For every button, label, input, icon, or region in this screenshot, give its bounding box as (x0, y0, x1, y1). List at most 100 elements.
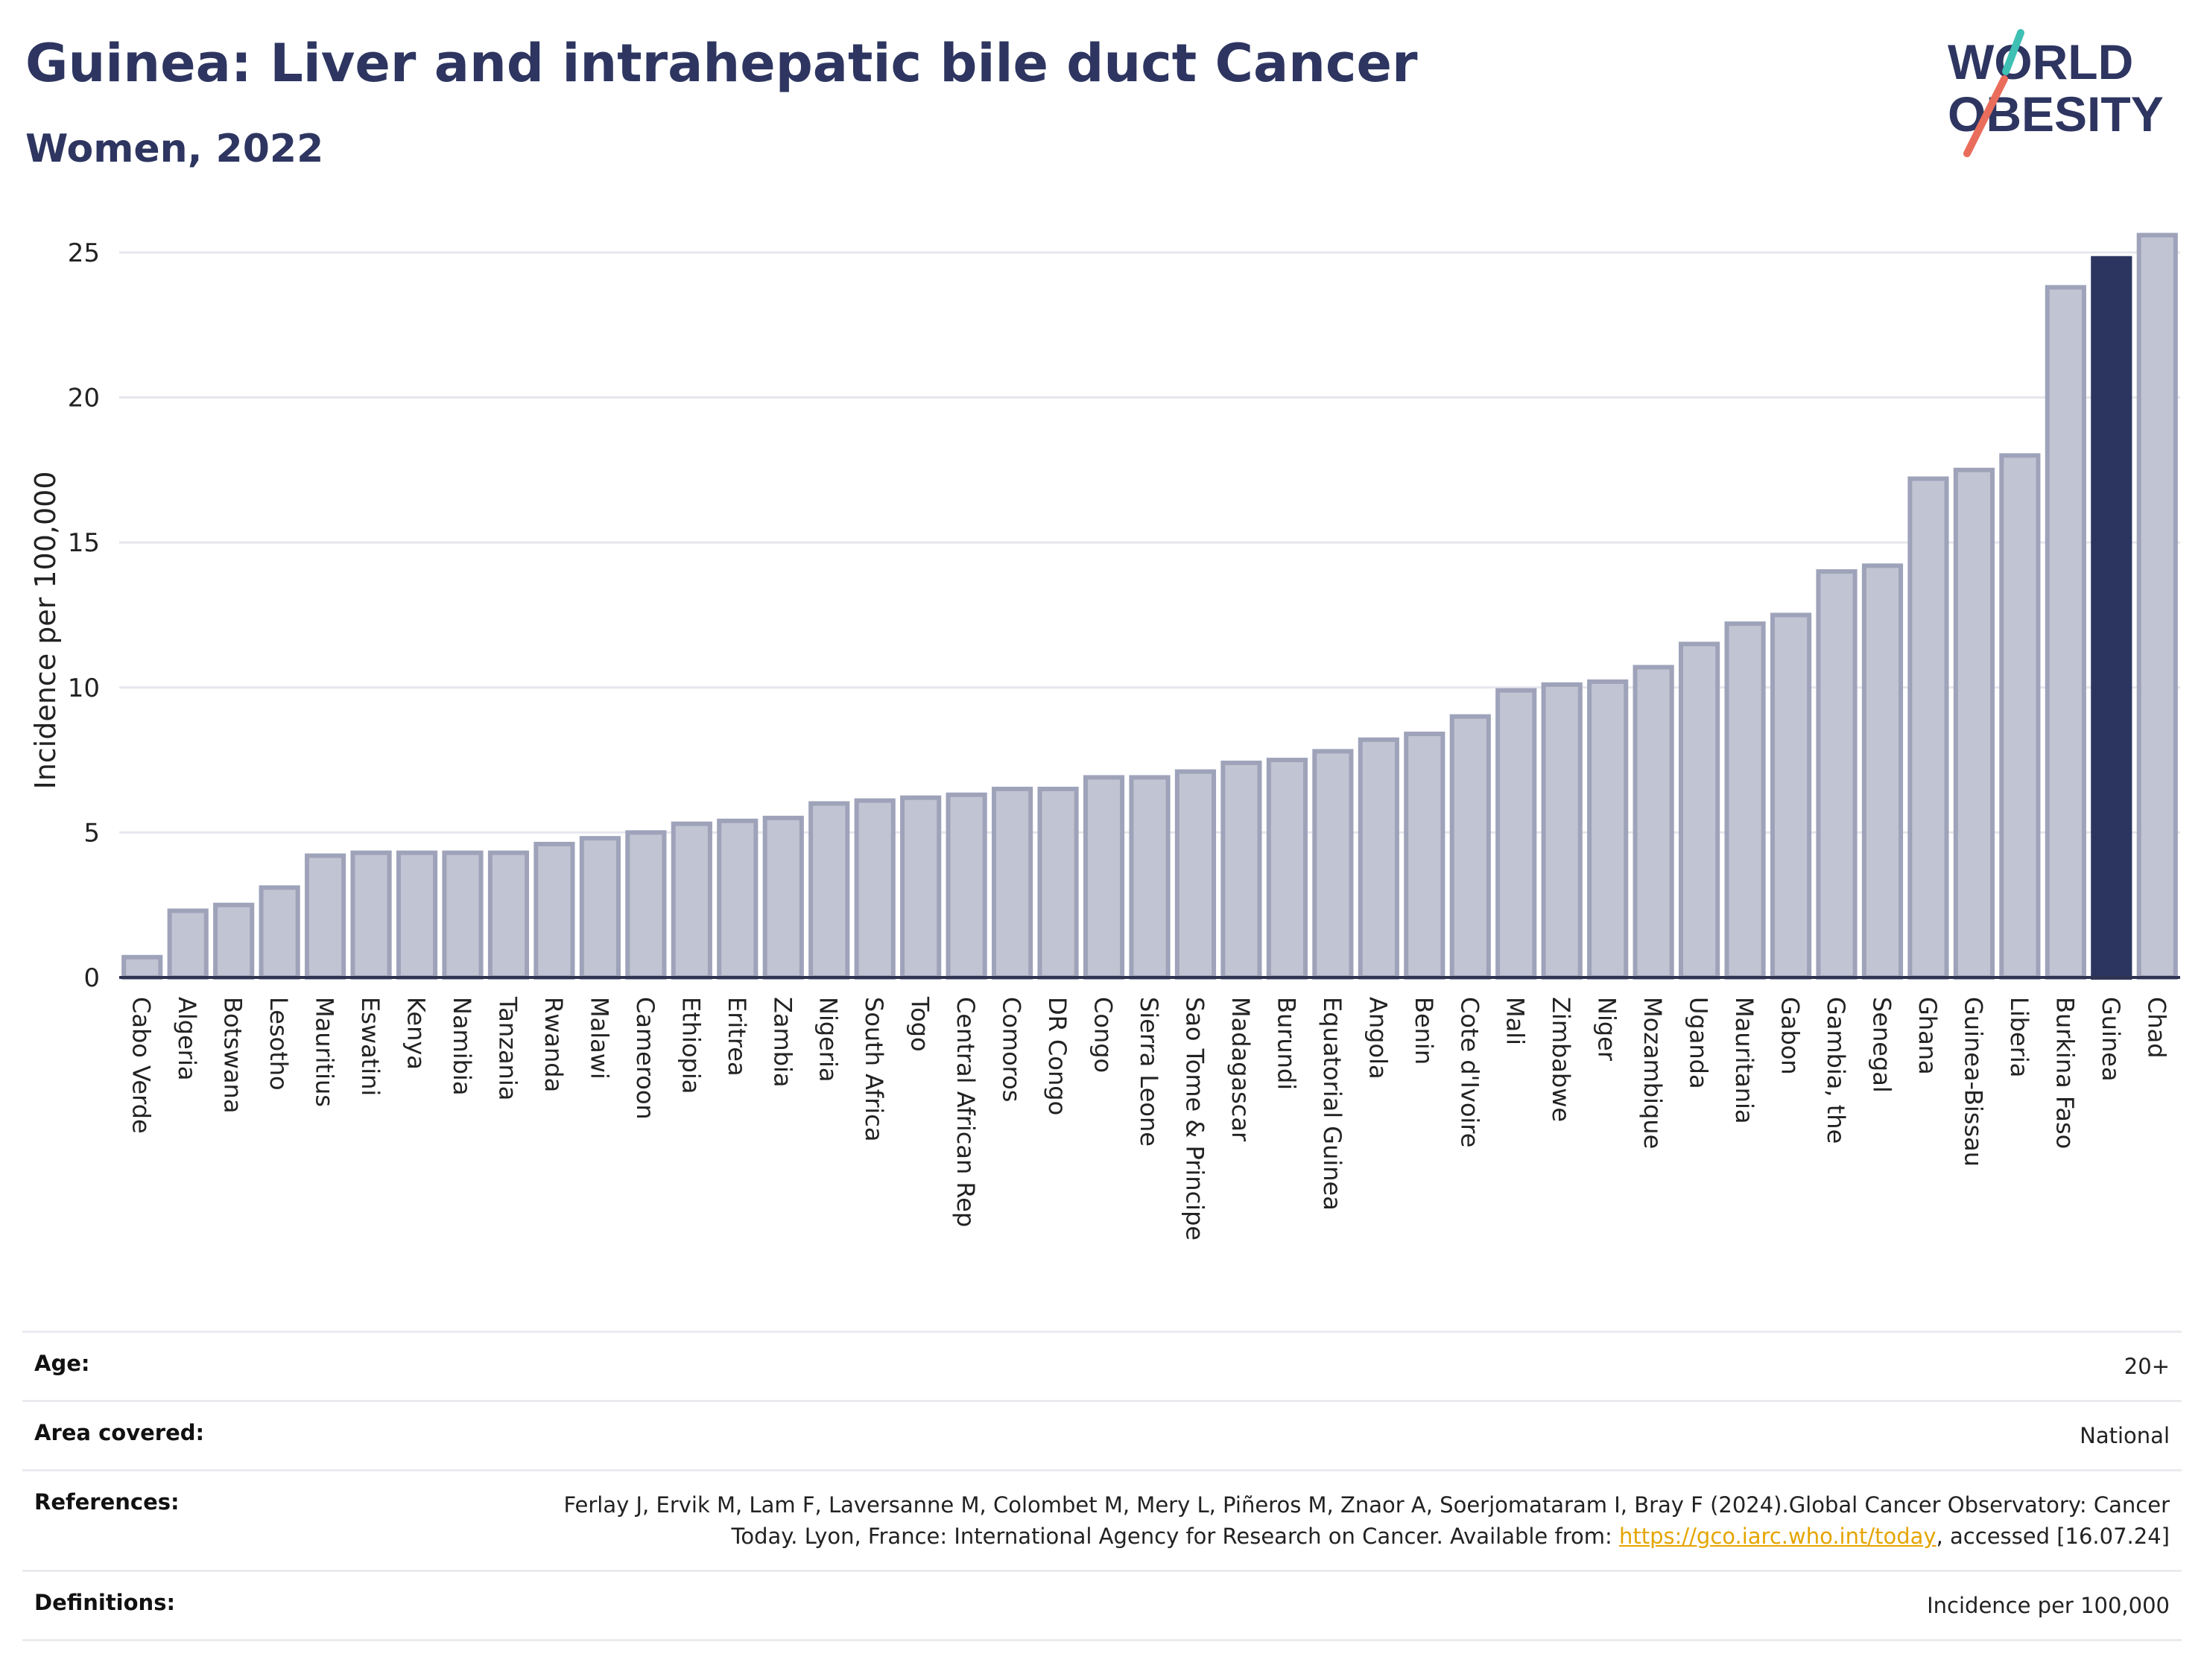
x-tick-label: Ethiopia (677, 997, 705, 1094)
x-tick-label: Togo (906, 996, 934, 1052)
x-tick-label: Madagascar (1226, 997, 1255, 1142)
bar (625, 830, 667, 980)
y-tick-label: 20 (68, 384, 100, 413)
y-axis-label: Incidence per 100,000 (29, 471, 62, 789)
logo-line1: WORLD (1948, 34, 2133, 89)
bar (1587, 679, 1629, 980)
bar (1358, 737, 1399, 980)
bar (992, 787, 1033, 980)
bar (1724, 621, 1766, 980)
x-axis-labels: Cabo Verde Algeria Botswana Lesotho Mauritiu… (127, 996, 2171, 1240)
references-text-2: , accessed [16.07.24] (1936, 1524, 2170, 1549)
bar (533, 841, 575, 980)
x-tick-label: Liberia (2005, 997, 2033, 1077)
references-text-1: Ferlay J, Ervik M, Lam F, Laversanne M, … (563, 1492, 2170, 1549)
x-tick-label: Tanzania (493, 996, 522, 1100)
bar (167, 908, 209, 980)
bar-chart: 0 5 10 15 20 25 Cabo Verde Algeria Botswana Leso… (29, 232, 2180, 1240)
bar (121, 954, 163, 980)
bar (1953, 467, 1995, 980)
bar (1174, 769, 1217, 980)
bar (1770, 612, 1812, 980)
chart-subtitle: Women, 2022 (25, 127, 324, 171)
age-value: 20+ (2124, 1354, 2170, 1379)
bar (1816, 569, 1858, 980)
x-tick-label: Nigeria (814, 997, 843, 1082)
x-tick-label: Malawi (585, 997, 613, 1080)
meta-row-area: Area covered: National (22, 1400, 2182, 1469)
references-link[interactable]: https://gco.iarc.who.int/today (1618, 1524, 1937, 1549)
bar (1404, 732, 1445, 980)
bar (1083, 775, 1125, 980)
x-tick-label: Zimbabwe (1547, 997, 1575, 1122)
metadata-table: Age: 20+ Area covered: National Referenc… (22, 1331, 2182, 1641)
area-value: National (2080, 1423, 2170, 1448)
chart-title: Guinea: Liver and intrahepatic bile duct… (25, 33, 1418, 94)
y-tick-label: 5 (83, 818, 100, 848)
bar (1907, 476, 1949, 980)
bar (900, 795, 942, 980)
x-tick-label: Cabo Verde (127, 997, 156, 1134)
bar (1679, 641, 1720, 980)
meta-row-age: Age: 20+ (22, 1331, 2182, 1400)
area-label: Area covered: (34, 1420, 205, 1445)
bar (1129, 775, 1171, 980)
x-tick-label: Cameroon (631, 997, 659, 1120)
x-tick-label: Mauritius (311, 997, 339, 1107)
bar (442, 850, 484, 980)
bar (259, 885, 300, 980)
x-tick-label: Rwanda (539, 997, 568, 1092)
y-tick-label: 10 (68, 673, 100, 703)
bar (1312, 749, 1354, 980)
x-tick-label: Cote d'Ivoire (1455, 997, 1483, 1147)
x-tick-label: Ghana (1913, 997, 1942, 1075)
x-tick-label: Mauritania (1730, 997, 1758, 1123)
bar (946, 792, 987, 980)
x-tick-label: Niger (1593, 997, 1621, 1062)
bar (350, 850, 392, 980)
bar (854, 798, 896, 980)
x-tick-label: Eritrea (723, 997, 751, 1077)
x-tick-label: Mozambique (1638, 997, 1667, 1149)
references-label: References: (34, 1489, 180, 1515)
bar (717, 818, 759, 980)
x-tick-label: Chad (2142, 997, 2170, 1059)
x-tick-label: Guinea-Bissau (1959, 997, 1987, 1167)
bar (762, 815, 804, 980)
bar (1037, 787, 1079, 980)
bars (121, 232, 2178, 980)
x-tick-label: Sao Tome & Principe (1180, 997, 1209, 1240)
bar (1449, 714, 1491, 980)
logo-stroke-coral (1963, 75, 2008, 157)
x-tick-label: Mali (1501, 997, 1530, 1045)
bar (579, 836, 621, 980)
bar (1495, 688, 1537, 980)
bar (487, 850, 530, 980)
y-axis-ticks: 0 5 10 15 20 25 (68, 238, 100, 993)
logo-stroke-teal (2002, 29, 2024, 75)
bar (1861, 563, 1904, 980)
bar (1220, 760, 1262, 980)
x-tick-label: Central African Rep (951, 997, 980, 1227)
x-tick-label: Gambia, the (1822, 997, 1850, 1144)
x-tick-label: Botswana (219, 997, 247, 1113)
x-tick-label: Angola (1364, 997, 1392, 1080)
definitions-label: Definitions: (34, 1590, 176, 1615)
x-tick-label: Sierra Leone (1135, 997, 1163, 1147)
x-tick-label: Guinea (2097, 997, 2125, 1082)
meta-row-references: References: Ferlay J, Ervik M, Lam F, La… (22, 1469, 2182, 1570)
x-tick-label: Gabon (1776, 997, 1805, 1075)
age-label: Age: (34, 1351, 90, 1376)
references-value: Ferlay J, Ervik M, Lam F, Laversanne M, … (531, 1489, 2170, 1552)
x-tick-label: DR Congo (1043, 997, 1071, 1115)
x-tick-label: Eswatini (356, 997, 384, 1096)
x-tick-label: Comoros (998, 997, 1026, 1102)
x-tick-label: Benin (1410, 997, 1438, 1065)
x-tick-label: Uganda (1685, 997, 1713, 1089)
world-obesity-logo: WORLD OBESITY (1948, 29, 2164, 157)
bar (213, 902, 255, 980)
x-tick-label: Namibia (448, 997, 476, 1095)
x-tick-label: Senegal (1867, 997, 1896, 1093)
bar (305, 853, 346, 980)
x-tick-label: Congo (1089, 997, 1118, 1073)
